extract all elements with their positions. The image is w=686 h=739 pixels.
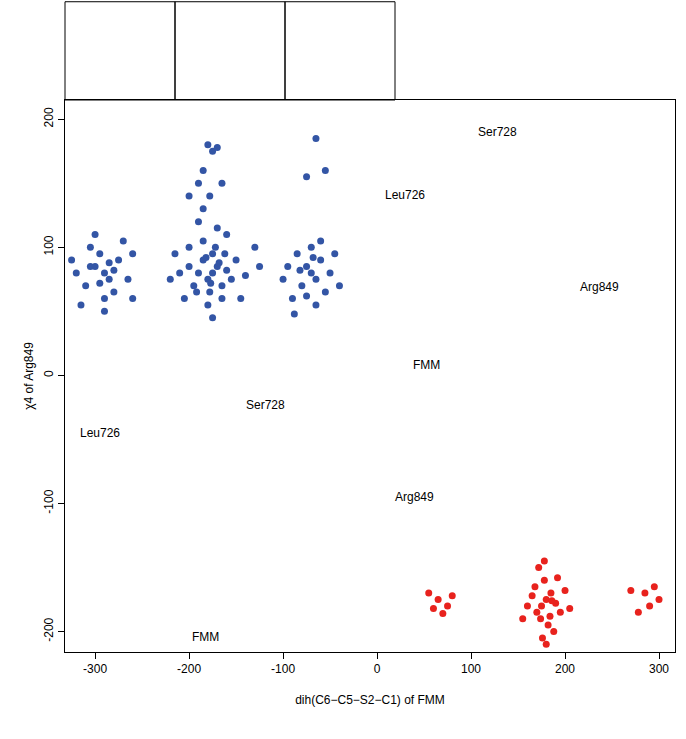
svg-text:Leu726: Leu726 <box>385 188 425 202</box>
svg-text:Ser728: Ser728 <box>478 125 517 139</box>
svg-text:dih(C6−C5−S2−C1) of FMM: dih(C6−C5−S2−C1) of FMM <box>295 693 445 707</box>
svg-text:-100: -100 <box>271 662 295 676</box>
svg-text:FMM: FMM <box>192 630 219 644</box>
svg-text:-200: -200 <box>177 662 201 676</box>
svg-text:FMM: FMM <box>413 358 440 372</box>
svg-text:-200: -200 <box>42 617 56 641</box>
svg-text:χ4 of Arg849: χ4 of Arg849 <box>22 342 36 410</box>
svg-text:100: 100 <box>42 235 56 255</box>
svg-text:0: 0 <box>42 370 56 377</box>
svg-text:-100: -100 <box>42 489 56 513</box>
svg-text:Leu726: Leu726 <box>80 426 120 440</box>
svg-text:200: 200 <box>42 107 56 127</box>
svg-text:300: 300 <box>649 662 669 676</box>
svg-text:200: 200 <box>555 662 575 676</box>
svg-text:0: 0 <box>374 662 381 676</box>
svg-text:Ser728: Ser728 <box>246 398 285 412</box>
svg-text:Arg849: Arg849 <box>580 280 619 294</box>
svg-text:Arg849: Arg849 <box>395 490 434 504</box>
svg-text:100: 100 <box>461 662 481 676</box>
svg-text:-300: -300 <box>83 662 107 676</box>
